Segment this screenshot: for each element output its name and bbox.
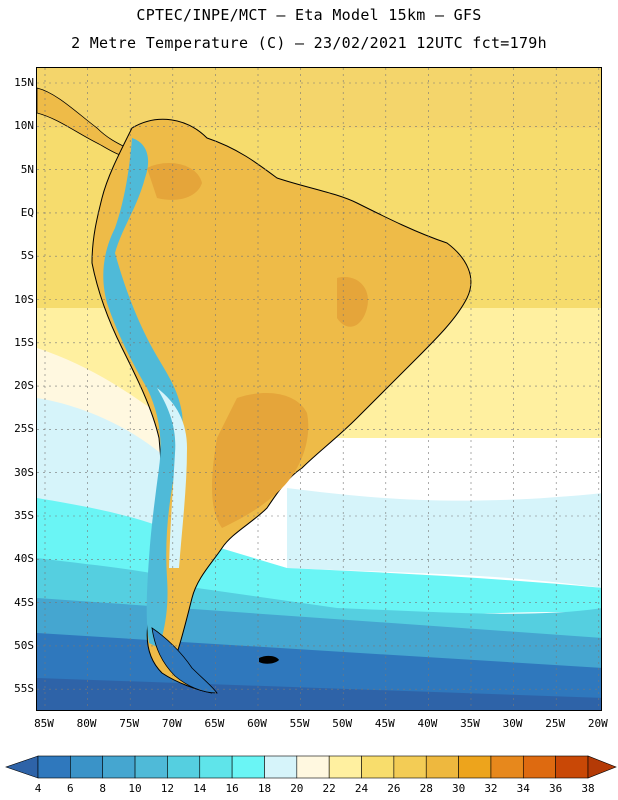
lon-label: 30W (502, 717, 523, 730)
hot-east-brazil (337, 277, 368, 327)
colorbar-tick-label: 24 (354, 782, 369, 795)
colorbar-tick-label: 34 (516, 782, 530, 795)
falkland-islands (259, 655, 279, 664)
andes-cold-strip (103, 138, 183, 648)
colorbar-tick-label: 16 (225, 782, 239, 795)
lat-label: 55S (14, 682, 34, 696)
lat-label: 15S (14, 335, 34, 349)
colorbar-cell (70, 755, 104, 779)
lon-label: 35W (460, 717, 480, 730)
colorbar-tick-label: 38 (581, 782, 595, 795)
lat-label: 20S (14, 379, 34, 393)
lon-label: 40W (417, 717, 438, 730)
colorbar-tick-label: 32 (484, 782, 498, 795)
colorbar-cell (522, 755, 556, 779)
colorbar-tick-label: 30 (451, 782, 466, 795)
ocean-band-tropical (37, 68, 601, 128)
lon-label: 25W (545, 717, 566, 730)
lon-label: 45W (374, 717, 395, 730)
colorbar-cell (264, 755, 298, 779)
colorbar-cell (490, 755, 524, 779)
lat-label: 10S (14, 292, 34, 306)
lat-label: 45S (14, 595, 34, 609)
colorbar-tick-label: 36 (549, 782, 563, 795)
colorbar-tick-label: 12 (160, 782, 175, 795)
colorbar-cell (555, 755, 589, 779)
map-title: CPTEC/INPE/MCT – Eta Model 15km – GFS (136, 6, 482, 24)
colorbar-tick-label: 14 (193, 782, 207, 795)
lon-label: 80W (76, 717, 97, 730)
colorbar-cell (134, 755, 168, 779)
lat-label: EQ (20, 205, 34, 219)
colorbar-tick-label: 26 (387, 782, 401, 795)
ocean-band-deepblue (37, 678, 601, 710)
colorbar-cell (199, 755, 233, 779)
colorbar-tick-label: 8 (99, 782, 107, 795)
colorbar-lower-arrow (5, 755, 39, 779)
colorbar-tick-label: 4 (34, 782, 42, 795)
lat-label: 40S (14, 552, 34, 566)
lon-label: 55W (289, 717, 310, 730)
colorbar-tick-label: 20 (290, 782, 304, 795)
colorbar-tick-label: 18 (257, 782, 272, 795)
lat-label: 30S (14, 465, 34, 479)
colorbar-tick-label: 28 (419, 782, 433, 795)
hot-north (147, 163, 202, 200)
colorbar-cell (37, 755, 71, 779)
colorbar-cell (102, 755, 136, 779)
lon-label: 20W (587, 717, 608, 730)
ocean-band-cool-east (287, 488, 601, 588)
lon-label: 85W (34, 717, 54, 730)
colorbar-cell (167, 755, 201, 779)
colorbar-tick-label: 6 (67, 782, 74, 795)
lon-label: 60W (247, 717, 267, 730)
lat-label: 5S (20, 249, 34, 263)
lat-label: 10N (14, 119, 34, 133)
andes-light-strip (157, 388, 187, 568)
lat-label: 35S (14, 509, 34, 522)
colorbar-cell (361, 755, 395, 779)
colorbar-cell (296, 755, 330, 779)
lon-label: 75W (119, 717, 140, 730)
lat-label: 15N (14, 76, 34, 89)
ocean-band-light-west (37, 398, 177, 538)
colorbar (5, 755, 617, 779)
map-panel (36, 67, 602, 711)
colorbar-cell (458, 755, 492, 779)
colorbar-tick-label: 10 (128, 782, 142, 795)
colorbar-cell (231, 755, 265, 779)
colorbar-upper-arrow (587, 755, 617, 779)
temperature-map (37, 68, 601, 710)
colorbar-tick-label: 22 (322, 782, 336, 795)
colorbar-cell (328, 755, 362, 779)
patagonia-tip (151, 627, 218, 694)
map-subtitle: 2 Metre Temperature (C) – 23/02/2021 12U… (71, 34, 547, 52)
colorbar-cell (425, 755, 459, 779)
colorbar-cell (393, 755, 427, 779)
lon-label: 65W (204, 717, 225, 730)
graticule (37, 68, 601, 710)
lat-label: 50S (14, 638, 34, 652)
lat-label: 5N (20, 162, 34, 176)
hot-interior (212, 393, 309, 528)
lon-label: 50W (332, 717, 353, 730)
lat-label: 25S (14, 422, 34, 436)
lon-label: 70W (161, 717, 182, 730)
